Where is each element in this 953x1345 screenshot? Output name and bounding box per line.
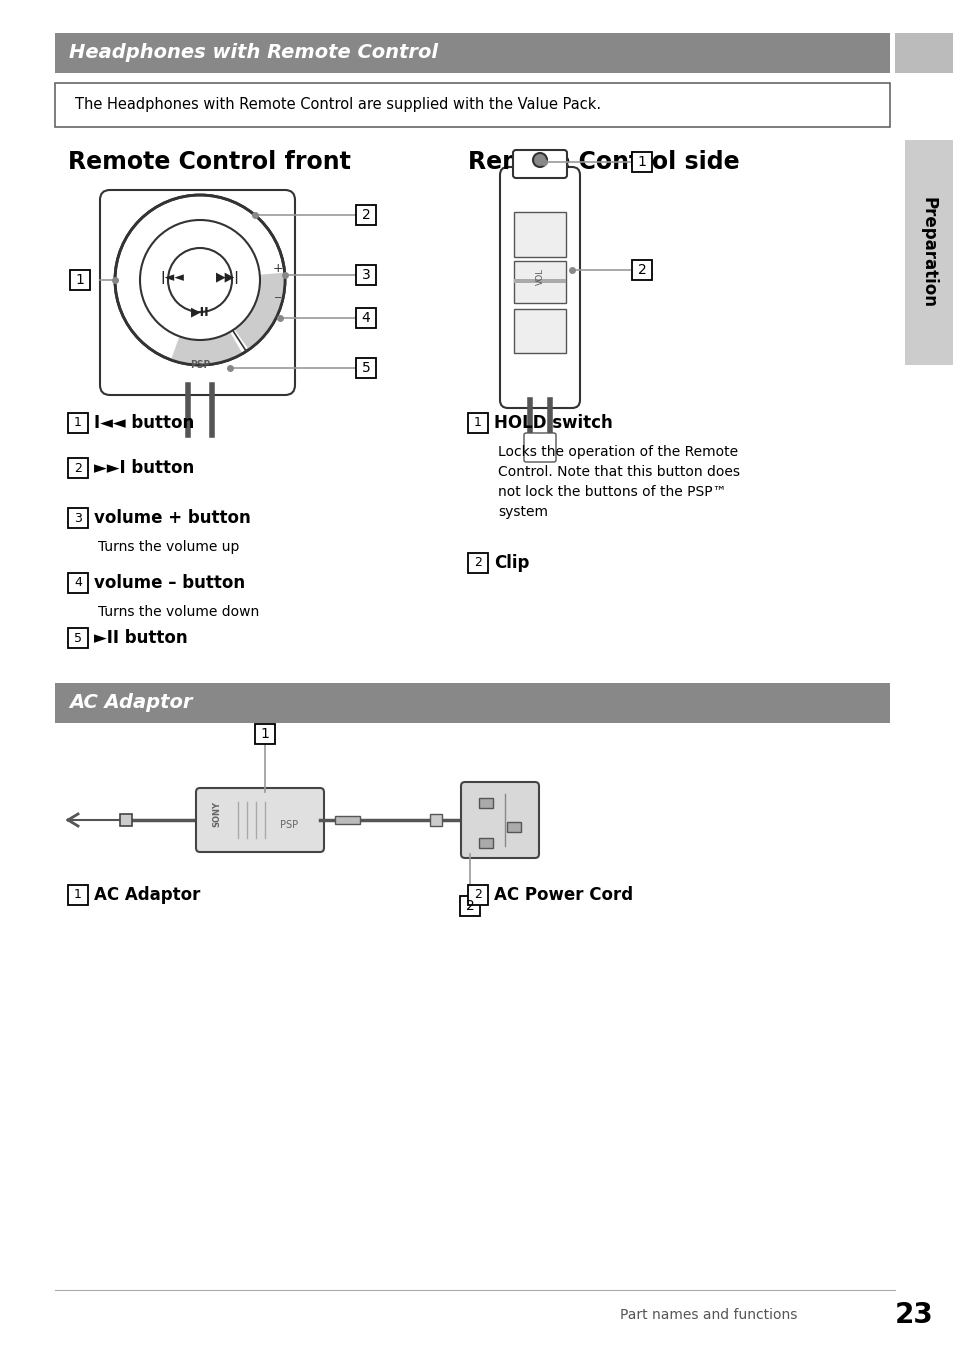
Text: 4: 4 (361, 311, 370, 325)
Circle shape (115, 195, 285, 364)
Text: not lock the buttons of the PSP™: not lock the buttons of the PSP™ (497, 486, 726, 499)
Bar (68, 413, 88, 433)
Bar (355, 358, 375, 378)
Text: Locks the operation of the Remote: Locks the operation of the Remote (497, 445, 738, 459)
Bar (514, 213, 565, 257)
Text: 1: 1 (75, 273, 85, 286)
Text: 2: 2 (465, 898, 474, 913)
Text: 5: 5 (361, 360, 370, 375)
Bar (68, 628, 88, 648)
Text: Remote Control front: Remote Control front (68, 151, 351, 174)
Text: 2: 2 (474, 557, 481, 569)
FancyBboxPatch shape (513, 151, 566, 178)
Text: 1: 1 (260, 728, 269, 741)
Text: ▶II: ▶II (191, 305, 209, 319)
Text: 23: 23 (894, 1301, 933, 1329)
Bar (68, 573, 88, 593)
Bar (55, 83, 889, 126)
Text: VOL: VOL (535, 269, 544, 285)
Bar (904, 140, 953, 364)
Bar (506, 822, 520, 833)
Text: +: + (273, 261, 283, 274)
Text: ►►I button: ►►I button (94, 459, 194, 477)
Text: 2: 2 (361, 208, 370, 222)
Bar (459, 896, 479, 916)
Circle shape (140, 221, 260, 340)
Bar (514, 278, 565, 282)
Text: AC Adaptor: AC Adaptor (69, 694, 193, 713)
Text: I◄◄ button: I◄◄ button (94, 414, 194, 432)
Bar (478, 838, 493, 847)
Circle shape (533, 153, 546, 167)
Circle shape (168, 247, 232, 312)
Text: Control. Note that this button does: Control. Note that this button does (497, 465, 740, 479)
FancyBboxPatch shape (460, 781, 538, 858)
Bar (335, 816, 359, 824)
Bar (120, 814, 132, 826)
Text: 2: 2 (474, 889, 481, 901)
Text: Headphones with Remote Control: Headphones with Remote Control (69, 43, 437, 62)
Text: volume + button: volume + button (94, 508, 251, 527)
Text: 5: 5 (74, 632, 82, 644)
FancyBboxPatch shape (100, 190, 294, 395)
Bar (355, 308, 375, 328)
Bar (70, 270, 90, 291)
Text: 1: 1 (74, 417, 82, 429)
Bar (68, 885, 88, 905)
Text: 2: 2 (74, 461, 82, 475)
Text: |◄◄: |◄◄ (160, 272, 184, 285)
Wedge shape (234, 273, 285, 350)
Text: ►II button: ►II button (94, 629, 188, 647)
Text: 2: 2 (637, 264, 646, 277)
Text: AC Adaptor: AC Adaptor (94, 886, 200, 904)
Bar (55, 34, 889, 73)
Bar (514, 309, 565, 352)
Text: Turns the volume up: Turns the volume up (98, 539, 239, 554)
Text: SONY: SONY (212, 802, 221, 827)
Bar (468, 885, 488, 905)
Bar (254, 724, 274, 744)
Text: volume – button: volume – button (94, 574, 245, 592)
Text: system: system (497, 504, 547, 519)
Bar (631, 260, 651, 280)
Text: 3: 3 (361, 268, 370, 282)
Text: Remote Control side: Remote Control side (468, 151, 739, 174)
FancyBboxPatch shape (499, 167, 579, 408)
Text: HOLD switch: HOLD switch (494, 414, 612, 432)
Text: ▶▶|: ▶▶| (215, 272, 240, 285)
Text: The Headphones with Remote Control are supplied with the Value Pack.: The Headphones with Remote Control are s… (75, 97, 600, 113)
Text: PSP: PSP (190, 360, 210, 370)
Bar (468, 413, 488, 433)
Bar (55, 683, 889, 724)
Bar (430, 814, 441, 826)
Bar (68, 459, 88, 477)
Text: AC Power Cord: AC Power Cord (494, 886, 633, 904)
Bar (68, 508, 88, 529)
FancyBboxPatch shape (523, 433, 556, 461)
Text: 1: 1 (474, 417, 481, 429)
Text: Turns the volume down: Turns the volume down (98, 605, 259, 619)
Text: Clip: Clip (494, 554, 529, 572)
Text: Part names and functions: Part names and functions (619, 1307, 797, 1322)
Wedge shape (171, 332, 242, 364)
Bar (894, 34, 953, 73)
Bar (355, 204, 375, 225)
Text: PSP: PSP (280, 820, 297, 830)
Bar (631, 152, 651, 172)
Bar (514, 261, 565, 303)
Text: 1: 1 (74, 889, 82, 901)
Text: 1: 1 (637, 155, 646, 169)
Text: 3: 3 (74, 511, 82, 525)
Text: 4: 4 (74, 577, 82, 589)
Bar (468, 553, 488, 573)
FancyBboxPatch shape (195, 788, 324, 851)
Bar (478, 798, 493, 808)
Text: Preparation: Preparation (919, 196, 937, 308)
Bar (355, 265, 375, 285)
Text: −: − (274, 293, 282, 303)
